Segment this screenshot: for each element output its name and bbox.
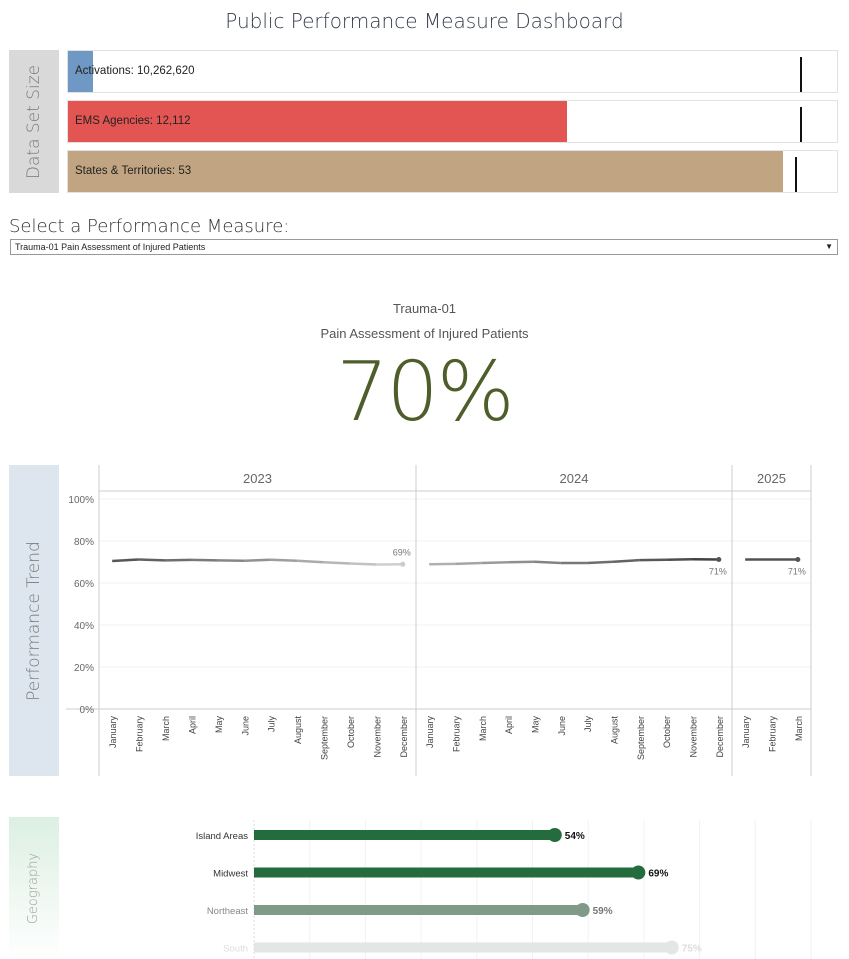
region-label: South bbox=[223, 944, 248, 955]
x-tick-label: May bbox=[214, 716, 224, 734]
x-tick-label: August bbox=[610, 716, 620, 745]
end-point bbox=[716, 556, 722, 562]
region-value-label: 54% bbox=[565, 831, 585, 842]
trend-line-segment bbox=[455, 561, 482, 566]
dashboard-title: Public Performance Measure Dashboard bbox=[225, 9, 624, 33]
trend-header: Performance Trend bbox=[9, 465, 59, 776]
x-tick-label: October bbox=[346, 716, 356, 748]
region-bar bbox=[254, 830, 555, 840]
end-point bbox=[400, 561, 406, 567]
region-bar bbox=[254, 942, 672, 953]
x-tick-label: March bbox=[478, 716, 488, 741]
x-tick-label: February bbox=[768, 716, 778, 753]
x-tick-label: September bbox=[636, 716, 646, 760]
region-bar-end bbox=[547, 828, 562, 842]
trend-line-segment bbox=[244, 558, 271, 562]
kpi-value: 70% bbox=[336, 345, 514, 440]
end-label: 69% bbox=[393, 547, 411, 557]
kpi-name: Pain Assessment of Injured Patients bbox=[320, 326, 529, 341]
x-tick-label: February bbox=[452, 716, 462, 753]
trend-line-segment bbox=[534, 560, 561, 565]
region-value-label: 75% bbox=[682, 944, 702, 955]
dataset-bar: Activations: 10,262,620 bbox=[67, 50, 838, 93]
year-header: 2023 bbox=[243, 471, 272, 486]
dataset-size-header: Data Set Size bbox=[9, 50, 59, 193]
dataset-bar-fill bbox=[68, 101, 568, 142]
y-tick-label: 100% bbox=[68, 495, 94, 506]
dataset-bar: States & Territories: 53 bbox=[67, 150, 838, 193]
y-tick-label: 20% bbox=[74, 663, 94, 674]
end-point bbox=[795, 556, 801, 562]
y-tick-label: 0% bbox=[80, 705, 95, 716]
region-bar-end bbox=[631, 865, 646, 880]
trend-line-segment bbox=[587, 560, 614, 565]
x-tick-label: January bbox=[741, 716, 751, 749]
performance-measure-dropdown[interactable]: Trauma-01 Pain Assessment of Injured Pat… bbox=[10, 239, 838, 255]
end-label: 71% bbox=[709, 566, 727, 576]
end-label: 71% bbox=[788, 566, 806, 576]
x-tick-label: September bbox=[320, 716, 330, 760]
x-tick-label: August bbox=[293, 716, 303, 745]
trend-line-segment bbox=[138, 558, 166, 562]
year-header: 2025 bbox=[757, 471, 786, 486]
x-tick-label: April bbox=[187, 716, 197, 734]
kpi-code: Trauma-01 bbox=[392, 301, 457, 316]
x-tick-label: July bbox=[583, 716, 593, 733]
dataset-bar-label: Activations: 10,262,620 bbox=[75, 65, 195, 77]
trend-line-segment bbox=[112, 558, 139, 563]
y-tick-label: 40% bbox=[74, 621, 94, 632]
x-tick-label: January bbox=[425, 716, 435, 749]
dataset-bar-fill bbox=[68, 51, 93, 92]
chevron-down-icon: ▼ bbox=[825, 242, 833, 251]
y-tick-label: 80% bbox=[74, 537, 94, 548]
region-label: Island Areas bbox=[196, 831, 249, 842]
selector-label: Select a Performance Measure: bbox=[9, 216, 290, 237]
dataset-bar-label: States & Territories: 53 bbox=[75, 165, 192, 177]
x-tick-label: May bbox=[531, 716, 541, 734]
reference-line bbox=[794, 157, 797, 192]
reference-line bbox=[800, 107, 803, 142]
x-tick-label: June bbox=[240, 716, 250, 736]
x-tick-label: January bbox=[108, 716, 118, 749]
region-value-label: 69% bbox=[648, 869, 668, 880]
x-tick-label: November bbox=[689, 716, 699, 758]
trend-line-segment bbox=[270, 558, 298, 562]
trend-line-segment bbox=[349, 562, 377, 566]
region-value-label: 59% bbox=[593, 906, 613, 917]
x-tick-label: April bbox=[504, 716, 514, 734]
x-tick-label: February bbox=[135, 716, 145, 753]
x-tick-label: June bbox=[557, 716, 567, 736]
x-tick-label: March bbox=[161, 716, 171, 741]
region-bar bbox=[254, 905, 583, 915]
trend-line-segment bbox=[323, 560, 351, 565]
x-tick-label: December bbox=[715, 716, 725, 758]
region-bar-end bbox=[664, 940, 679, 955]
reference-line bbox=[800, 57, 803, 92]
x-tick-label: December bbox=[399, 716, 409, 758]
x-tick-label: November bbox=[372, 716, 382, 758]
region-label: Northeast bbox=[207, 906, 249, 917]
year-header: 2024 bbox=[560, 471, 589, 486]
geography-header: Geography bbox=[9, 817, 59, 959]
y-tick-label: 60% bbox=[74, 579, 94, 590]
performance-trend-chart: 0% 20% 40% 60% 80% 100% 2023 January February Mar… bbox=[66, 465, 812, 776]
region-label: Midwest bbox=[213, 869, 248, 880]
dataset-bar-label: EMS Agencies: 12,112 bbox=[75, 115, 191, 127]
geography-chart: Island Areas 54% Midwest 69% Northeast 59% Sou… bbox=[196, 820, 812, 959]
trend-line-segment bbox=[297, 559, 324, 564]
dataset-size-label: Data Set Size bbox=[24, 64, 44, 179]
dataset-bar: EMS Agencies: 12,112 bbox=[67, 100, 838, 143]
x-tick-label: October bbox=[662, 716, 672, 748]
trend-line-segment bbox=[481, 560, 509, 565]
region-bar bbox=[254, 867, 639, 878]
x-tick-label: July bbox=[267, 716, 277, 733]
region-bar-end bbox=[575, 903, 590, 917]
x-tick-label: March bbox=[794, 716, 804, 741]
dropdown-value: Trauma-01 Pain Assessment of Injured Pat… bbox=[15, 242, 206, 252]
trend-line-segment bbox=[613, 558, 640, 564]
dataset-bar-fill bbox=[68, 151, 784, 192]
